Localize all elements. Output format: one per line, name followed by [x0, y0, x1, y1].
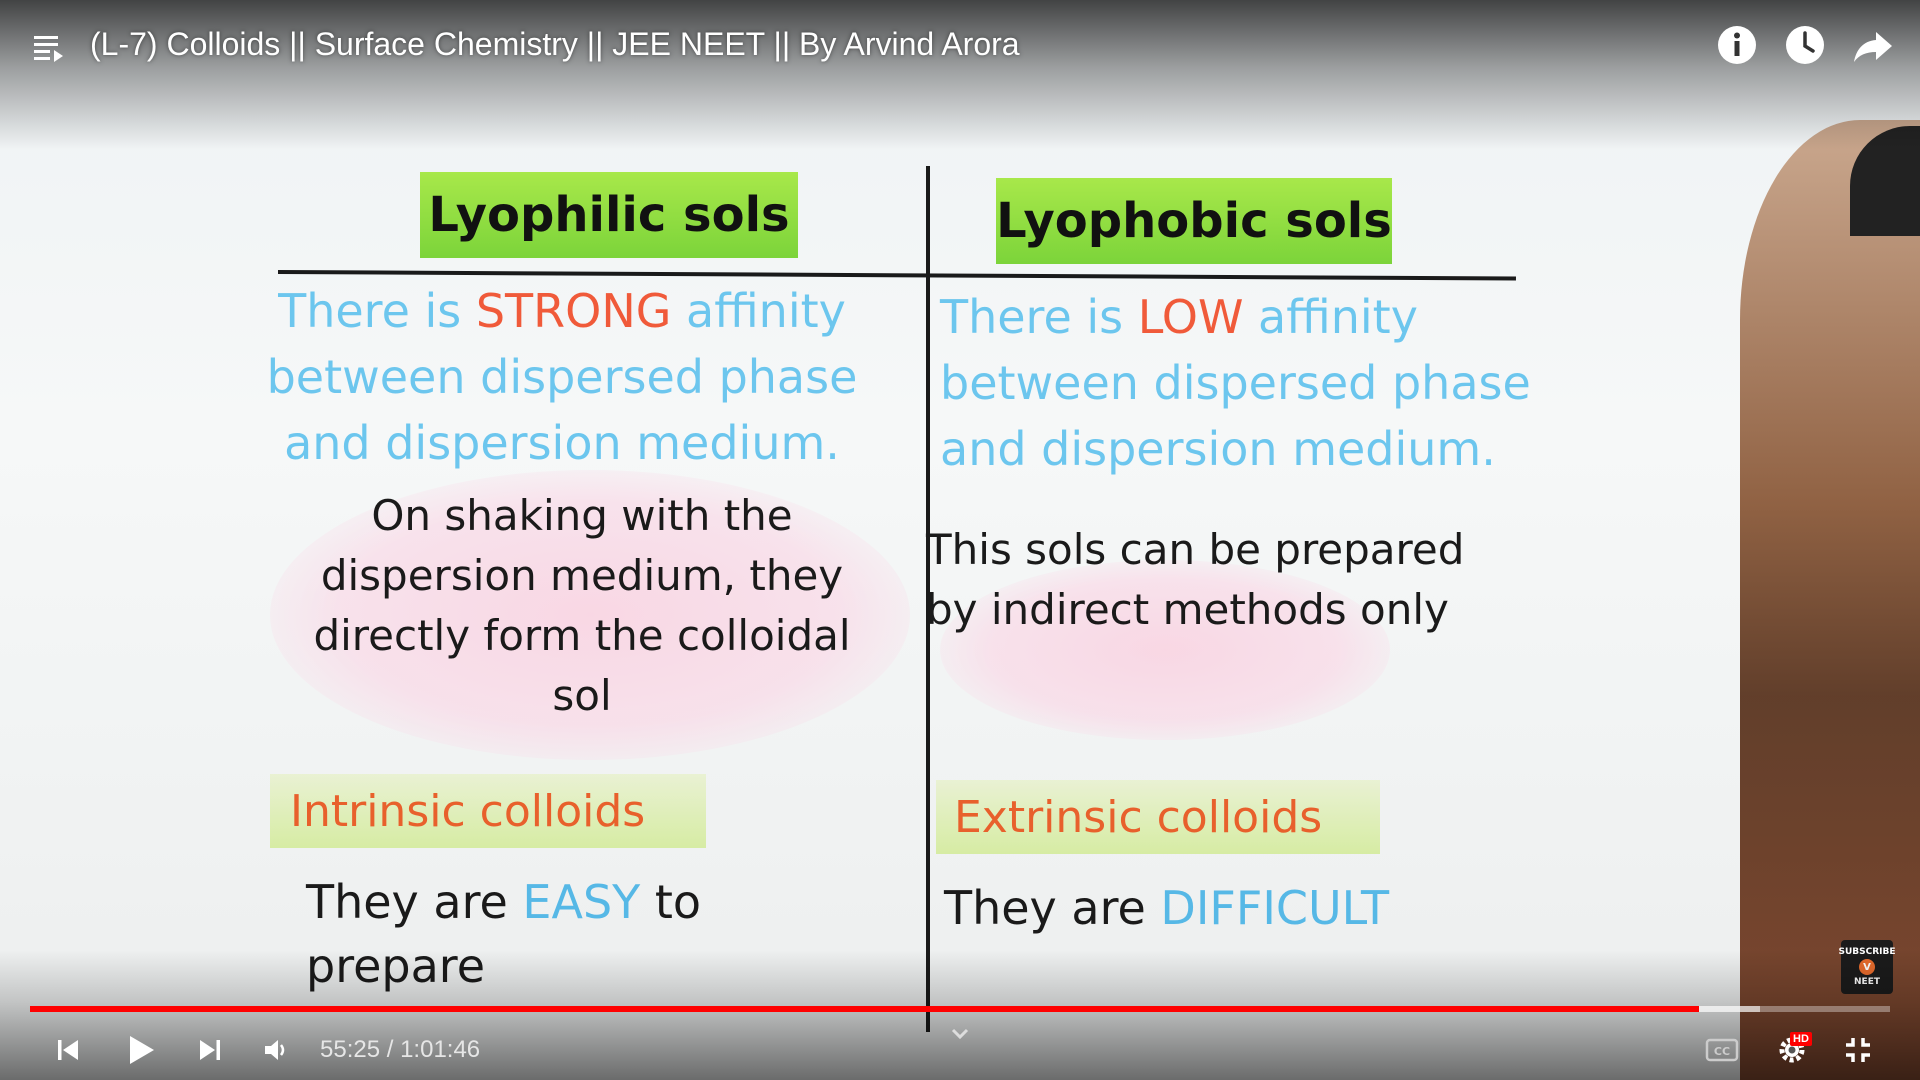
heading-lyophilic-text: Lyophilic sols — [428, 187, 790, 243]
progress-bar[interactable] — [30, 1006, 1890, 1012]
method-left-line4: sol — [552, 671, 612, 720]
hd-badge: HD — [1790, 1032, 1812, 1046]
subscribe-watermark[interactable]: SUBSCRIBE V NEET — [1838, 940, 1896, 994]
subscribe-watermark-mark: V — [1859, 959, 1875, 975]
affinity-right-line2: between dispersed phase — [940, 356, 1531, 410]
exit-fullscreen-icon[interactable] — [1838, 1030, 1878, 1070]
affinity-right: There is LOW affinity between dispersed … — [940, 284, 1540, 482]
presenter-image — [1740, 120, 1920, 1080]
affinity-right-highlight: LOW — [1137, 290, 1244, 344]
method-left: On shaking with the dispersion medium, t… — [282, 486, 882, 726]
affinity-right-line3: and dispersion medium. — [940, 422, 1496, 476]
time-separator: / — [380, 1036, 401, 1063]
captions-icon[interactable]: CC — [1702, 1030, 1742, 1070]
ease-right-highlight: DIFFICULT — [1160, 881, 1390, 935]
share-icon[interactable] — [1850, 22, 1896, 68]
affinity-left: There is STRONG affinity between dispers… — [262, 278, 862, 476]
duration: 1:01:46 — [400, 1036, 481, 1063]
method-right: This sols can be prepared by indirect me… — [926, 520, 1486, 640]
svg-text:CC: CC — [1714, 1045, 1730, 1058]
ease-left-line2: prepare — [306, 939, 485, 993]
affinity-left-pre: There is — [278, 284, 476, 338]
affinity-right-pre: There is — [940, 290, 1138, 344]
heading-lyophilic: Lyophilic sols — [420, 172, 798, 258]
next-icon[interactable] — [192, 1030, 228, 1070]
ease-left-post: to — [640, 875, 702, 929]
ease-right-line1: They are DIFFICULT — [944, 876, 1544, 940]
ease-left-pre: They are — [306, 875, 523, 929]
column-divider — [926, 166, 930, 1032]
time-display: 55:25 / 1:01:46 — [320, 1032, 480, 1068]
previous-icon[interactable] — [50, 1030, 86, 1070]
method-right-line1: This sols can be prepared — [926, 525, 1465, 574]
affinity-left-line1: There is STRONG affinity — [262, 278, 862, 344]
colloid-type-right: Extrinsic colloids — [936, 780, 1380, 854]
method-left-line1: On shaking with the — [371, 491, 793, 540]
method-left-line2: dispersion medium, they — [320, 551, 844, 600]
player-controls: 55:25 / 1:01:46 CC — [0, 1020, 1920, 1080]
affinity-left-post: affinity — [671, 284, 846, 338]
affinity-left-highlight: STRONG — [475, 284, 672, 338]
settings-icon[interactable] — [1772, 1030, 1812, 1070]
volume-icon[interactable] — [258, 1030, 294, 1070]
heading-lyophobic: Lyophobic sols — [996, 178, 1392, 264]
progress-played — [30, 1006, 1699, 1012]
affinity-left-line2: between dispersed phase — [266, 350, 858, 404]
colloid-type-left-text: Intrinsic colloids — [290, 785, 646, 837]
info-icon[interactable] — [1714, 22, 1760, 68]
play-icon[interactable] — [120, 1030, 160, 1070]
ease-left-highlight: EASY — [522, 875, 641, 929]
top-bar: (L-7) Colloids || Surface Chemistry || J… — [0, 0, 1920, 90]
ease-right: They are DIFFICULT — [944, 876, 1544, 940]
ease-left-line1: They are EASY to — [306, 870, 826, 934]
affinity-right-post: affinity — [1243, 290, 1418, 344]
video-title[interactable]: (L-7) Colloids || Surface Chemistry || J… — [90, 26, 1020, 62]
chevron-down-icon[interactable] — [946, 1024, 974, 1044]
subscribe-watermark-line1: SUBSCRIBE — [1838, 947, 1896, 957]
heading-lyophobic-text: Lyophobic sols — [996, 193, 1392, 249]
affinity-left-line3: and dispersion medium. — [284, 416, 840, 470]
subscribe-watermark-line2: NEET — [1854, 977, 1880, 987]
playlist-icon[interactable] — [30, 28, 70, 68]
colloid-type-left: Intrinsic colloids — [270, 774, 706, 848]
affinity-right-line1: There is LOW affinity — [940, 284, 1540, 350]
colloid-type-right-text: Extrinsic colloids — [954, 791, 1323, 843]
watch-later-icon[interactable] — [1782, 22, 1828, 68]
method-right-line2: by indirect methods only — [926, 585, 1449, 634]
method-left-line3: directly form the colloidal — [313, 611, 851, 660]
current-time: 55:25 — [320, 1036, 381, 1063]
ease-right-pre: They are — [944, 881, 1161, 935]
cloud-shape-right — [940, 560, 1390, 740]
ease-left: They are EASY to prepare — [306, 870, 826, 998]
cloud-shape-left — [270, 470, 910, 760]
